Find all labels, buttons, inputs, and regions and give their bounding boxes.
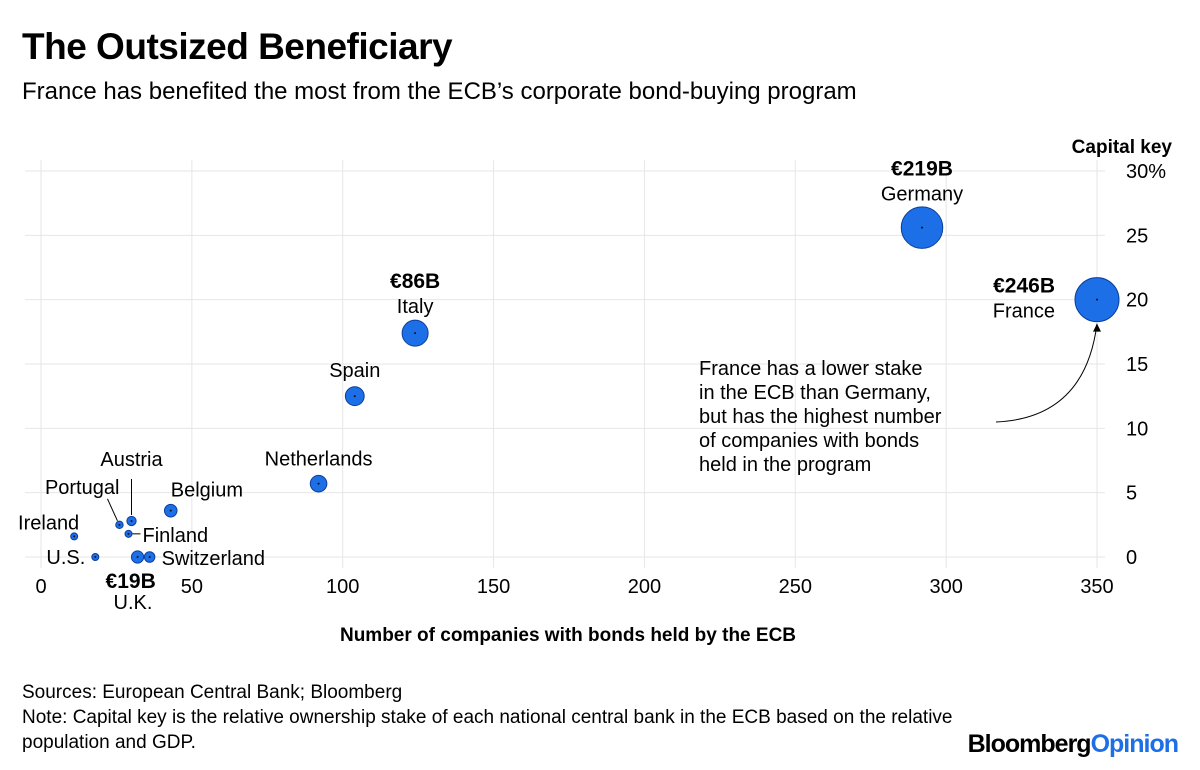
scatter-chart: 0 50 100 150 200 250 300 350 0 5 10 15 20 25 30% Fran…	[18, 137, 1173, 646]
point-label-finland: Finland	[142, 525, 208, 547]
annotation-arrowhead	[1093, 323, 1101, 332]
point-label-switzerland: Switzerland	[162, 548, 265, 570]
bubble-center-dot	[94, 556, 97, 558]
bubble-center-dot	[317, 482, 320, 485]
x-tick-label: 200	[628, 576, 661, 598]
bubble-center-dot	[353, 395, 356, 398]
holdings-label-u-k-: €19B	[106, 570, 156, 593]
annotation-text: France has a lower stake in the ECB than …	[699, 358, 942, 476]
logo-part-opinion: Opinion	[1090, 730, 1179, 758]
bubble-center-dot	[130, 519, 133, 522]
holdings-label-germany: €219B	[891, 158, 953, 181]
y-tick-label: 0	[1126, 547, 1137, 569]
y-tick-label: 20	[1126, 290, 1148, 312]
chart-title: The Outsized Beneficiary	[22, 26, 453, 67]
bubble-center-dot	[148, 556, 151, 558]
annotation-line: of companies with bonds	[699, 430, 919, 452]
x-tick-label: 100	[326, 576, 359, 598]
point-label-portugal: Portugal	[45, 477, 120, 499]
point-label-germany: Germany	[881, 184, 963, 206]
x-tick-label: 0	[35, 576, 46, 598]
y-tick-label: 5	[1126, 483, 1137, 505]
bubble-center-dot	[136, 556, 139, 558]
point-label-u-s-: U.S.	[46, 547, 85, 569]
bubble-center-dot	[1096, 298, 1098, 301]
sources-text: Sources: European Central Bank; Bloomber…	[22, 682, 403, 703]
bubble-center-dot	[118, 523, 121, 526]
x-tick-label: 50	[181, 576, 203, 598]
bubble-center-dot	[73, 535, 76, 538]
point-label-belgium: Belgium	[171, 480, 243, 502]
point-label-france: France	[993, 301, 1055, 323]
logo-part-bloomberg: Bloomberg	[967, 730, 1092, 758]
holdings-label-france: €246B	[993, 275, 1055, 298]
x-tick-label: 300	[929, 576, 962, 598]
point-label-netherlands: Netherlands	[265, 449, 373, 471]
grid	[25, 160, 1105, 568]
y-tick-label: 15	[1126, 354, 1148, 376]
point-label-u-k-: U.K.	[114, 592, 153, 614]
annotation-line: France has a lower stake	[699, 358, 922, 380]
y-tick-label: 30%	[1126, 161, 1166, 183]
annotation-arrow	[995, 323, 1098, 423]
x-tick-label: 350	[1080, 576, 1113, 598]
x-axis-ticks: 0 50 100 150 200 250 300 350	[35, 576, 1113, 598]
bubble-center-dot	[921, 226, 924, 229]
point-label-italy: Italy	[397, 296, 434, 318]
annotation: France has a lower stake in the ECB than …	[699, 323, 1101, 476]
holdings-label-italy: €86B	[390, 270, 440, 293]
bubble-center-dot	[127, 532, 130, 535]
bubble-center-dot	[169, 509, 172, 512]
bubble-center-dot	[414, 332, 417, 335]
point-labels: France €246B Germany €219B Italy €86B Spain Net…	[18, 158, 1055, 614]
x-tick-label: 250	[779, 576, 812, 598]
y-axis-ticks: 0 5 10 15 20 25 30%	[1126, 161, 1166, 569]
footnotes: Sources: European Central Bank; Bloomber…	[22, 680, 972, 755]
point-label-spain: Spain	[329, 360, 380, 382]
point-label-ireland: Ireland	[18, 512, 79, 534]
y-axis-label: Capital key	[1072, 137, 1173, 158]
y-tick-label: 10	[1126, 418, 1148, 440]
leader-portugal	[106, 498, 118, 522]
y-tick-label: 25	[1126, 225, 1148, 247]
annotation-line: in the ECB than Germany,	[699, 382, 931, 404]
note-text: Note: Capital key is the relative owners…	[22, 707, 953, 753]
leader-lines	[106, 478, 141, 535]
x-tick-label: 150	[477, 576, 510, 598]
x-axis-label: Number of companies with bonds held by t…	[340, 625, 796, 646]
chart-subtitle: France has benefited the most from the E…	[22, 78, 857, 105]
bubbles	[70, 206, 1120, 564]
point-label-austria: Austria	[100, 449, 163, 471]
bloomberg-opinion-logo: BloombergOpinion	[967, 730, 1179, 759]
annotation-line: held in the program	[699, 454, 871, 476]
annotation-line: but has the highest number	[699, 406, 942, 428]
